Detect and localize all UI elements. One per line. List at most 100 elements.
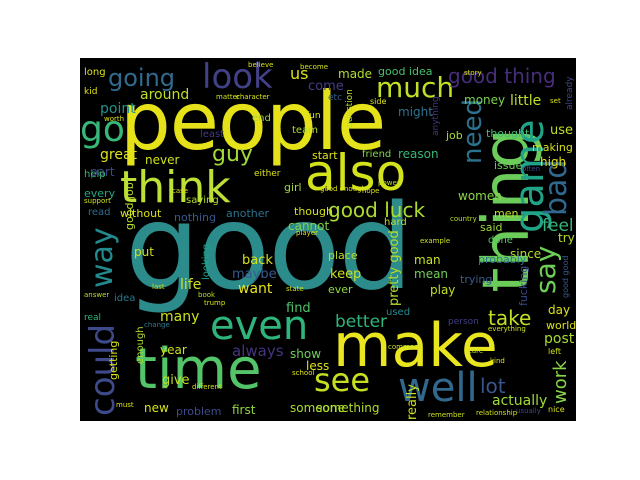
word-find: find: [286, 301, 311, 316]
word-try: try: [558, 231, 575, 245]
word-take: take: [488, 306, 532, 330]
word-already: already: [565, 76, 575, 110]
word-come: come: [308, 79, 344, 94]
word-money: money: [464, 93, 506, 107]
word-made: made: [338, 67, 373, 81]
word-people: people: [120, 75, 386, 168]
word-last: last: [152, 283, 165, 291]
word-men: men: [494, 207, 519, 220]
word-country: country: [450, 215, 477, 223]
word-since: since: [510, 247, 542, 261]
word-need: need: [458, 99, 488, 164]
word-read: read: [88, 207, 111, 218]
word-probably: probably: [478, 253, 527, 266]
word-player: player: [296, 229, 319, 237]
word-part: part: [90, 165, 115, 179]
word-believe: believe: [248, 61, 274, 69]
word-kind: kind: [490, 357, 505, 365]
word-usually: usually: [516, 407, 541, 415]
word-done: done: [488, 235, 513, 246]
word-place: place: [328, 249, 358, 262]
word-good-good: good good: [561, 255, 570, 298]
word-friend: friend: [362, 149, 392, 160]
word-nothing: nothing: [174, 211, 216, 224]
word-point: point: [100, 101, 136, 117]
word-good-thing: good thing: [448, 64, 556, 88]
word-life: life: [180, 277, 202, 293]
word-great: great: [100, 147, 138, 163]
word-good: good: [125, 178, 413, 316]
word-remember: remember: [428, 411, 465, 419]
word-time: time: [135, 337, 262, 402]
word-first: first: [232, 403, 256, 417]
word-trump: trump: [204, 299, 226, 307]
word-much: much: [376, 71, 455, 104]
word-care: care: [468, 347, 484, 355]
word-different: different: [192, 383, 222, 391]
word-issue: issue: [494, 159, 523, 172]
word-many: many: [160, 309, 200, 325]
word-always: always: [232, 342, 284, 360]
word-want: want: [238, 281, 273, 297]
word-must: must: [116, 401, 134, 409]
word-give: give: [162, 373, 190, 388]
word-side: side: [370, 97, 387, 106]
word-answer: answer: [84, 291, 110, 299]
word-trying: trying: [460, 273, 493, 286]
word-man: man: [414, 253, 441, 267]
word-good-idea: good idea: [378, 65, 433, 78]
word-go: go: [80, 109, 125, 150]
word-day: day: [548, 303, 571, 317]
word-around: around: [140, 87, 190, 103]
word-become: become: [300, 63, 329, 71]
word-maybe: maybe: [232, 267, 277, 282]
word-mean: mean: [414, 267, 449, 281]
word-someone: someone: [290, 401, 345, 415]
word-less: less: [306, 359, 330, 373]
word-pretty-good: pretty good: [387, 230, 402, 306]
word-state: state: [286, 285, 304, 293]
word-without: without: [120, 207, 162, 220]
word-good-enough: good enough: [320, 185, 367, 193]
word-back: back: [242, 253, 273, 268]
word-enough: enough: [135, 326, 146, 364]
word-character: character: [236, 93, 270, 101]
word-hope: hope: [362, 187, 380, 195]
word-help: help: [84, 169, 106, 180]
word-change: change: [144, 321, 170, 329]
word-work: work: [550, 360, 571, 404]
word-real: real: [84, 313, 102, 323]
word-see: see: [314, 361, 371, 399]
word-going: going: [108, 64, 176, 92]
word-fun: fun: [306, 111, 321, 121]
word-matter: matter: [216, 93, 240, 101]
word-looking: looking: [201, 243, 212, 280]
word-thought: thought: [486, 127, 530, 140]
word-better: better: [335, 312, 388, 332]
word-left: left: [548, 347, 561, 356]
word-question: question: [345, 89, 355, 128]
word-women: women: [458, 189, 502, 203]
word-ever: ever: [328, 283, 353, 296]
word-look: look: [202, 58, 273, 97]
word-idea: idea: [114, 293, 136, 304]
word-least: least: [200, 129, 225, 140]
word-feel: feel: [542, 216, 574, 236]
word-anything: anything: [431, 96, 441, 136]
word-fucking: fucking: [517, 265, 530, 306]
word-reason: reason: [398, 147, 439, 161]
word-make: make: [333, 311, 498, 381]
word-often: often: [522, 165, 541, 173]
word-school: school: [292, 369, 315, 377]
word-way: way: [85, 227, 120, 288]
word-book: book: [198, 291, 216, 299]
word-worth: worth: [104, 115, 125, 123]
word-year: year: [160, 343, 187, 357]
word-high: high: [540, 155, 567, 169]
word-little: little: [510, 93, 542, 109]
word-post: post: [544, 331, 575, 347]
word-never: never: [145, 153, 180, 167]
word-job: job: [446, 129, 463, 142]
word-comment: comment: [388, 343, 422, 351]
word-used: used: [386, 307, 411, 318]
